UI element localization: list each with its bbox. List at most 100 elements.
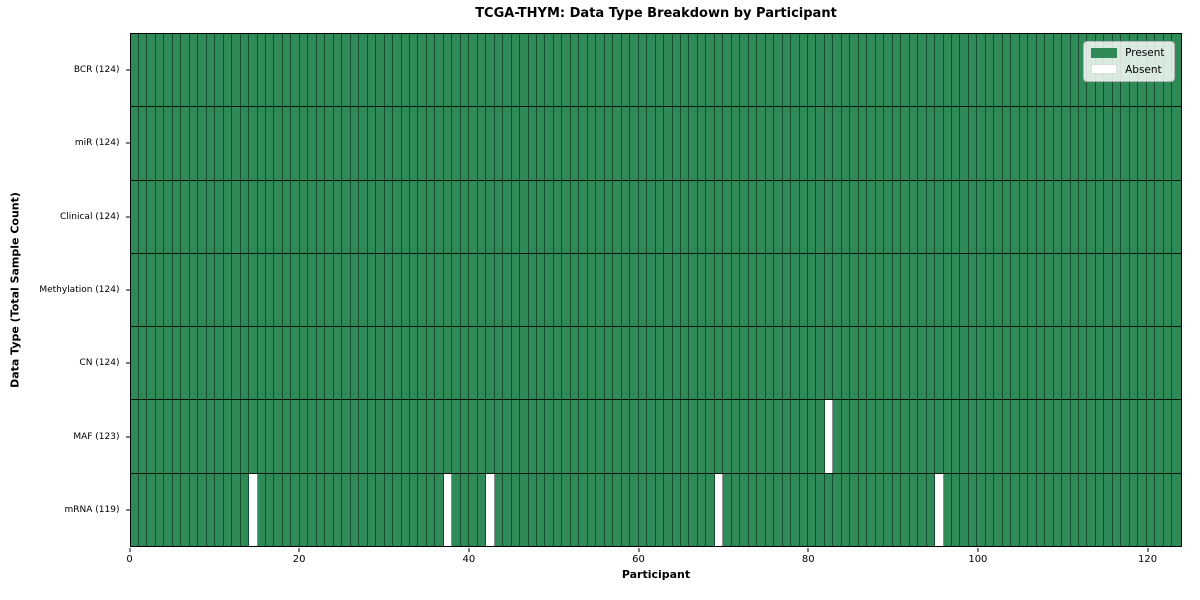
cell bbox=[460, 253, 470, 327]
y-tick-label-BCR: BCR (124) bbox=[73, 64, 120, 75]
cell bbox=[757, 473, 766, 546]
cell bbox=[316, 34, 326, 107]
cell bbox=[562, 253, 571, 327]
cell bbox=[647, 400, 656, 473]
cell bbox=[249, 327, 258, 400]
cell bbox=[460, 107, 470, 180]
cell bbox=[452, 107, 461, 180]
cell bbox=[1129, 253, 1139, 327]
cell bbox=[155, 180, 165, 253]
y-tick-mark bbox=[125, 436, 130, 438]
cell bbox=[316, 253, 326, 327]
cell bbox=[570, 180, 580, 253]
cell bbox=[435, 180, 444, 253]
cell bbox=[1002, 107, 1012, 180]
cell bbox=[951, 327, 961, 400]
cell bbox=[994, 473, 1003, 546]
cell bbox=[935, 400, 944, 473]
cell bbox=[232, 180, 241, 253]
x-tick-label: 120 bbox=[1138, 554, 1158, 565]
cell bbox=[935, 34, 944, 107]
y-tick-mark bbox=[125, 69, 130, 71]
cell bbox=[723, 34, 732, 107]
cell bbox=[1121, 327, 1130, 400]
cell bbox=[240, 400, 250, 473]
cell bbox=[418, 180, 427, 253]
cell bbox=[215, 107, 224, 180]
cell bbox=[274, 253, 283, 327]
cell bbox=[723, 400, 732, 473]
cell bbox=[1002, 400, 1012, 473]
cell bbox=[833, 34, 842, 107]
cell bbox=[232, 400, 241, 473]
cell bbox=[824, 473, 834, 546]
cell bbox=[892, 400, 902, 473]
cell bbox=[257, 473, 266, 546]
cell bbox=[664, 253, 673, 327]
cell bbox=[1121, 400, 1130, 473]
cell bbox=[198, 34, 207, 107]
cell bbox=[723, 253, 732, 327]
cell bbox=[570, 253, 580, 327]
cell bbox=[630, 34, 639, 107]
cell bbox=[799, 253, 808, 327]
cell bbox=[1155, 327, 1164, 400]
cell bbox=[147, 400, 156, 473]
cell bbox=[960, 473, 969, 546]
cell bbox=[579, 473, 588, 546]
cell bbox=[731, 473, 741, 546]
cell bbox=[350, 107, 360, 180]
cell bbox=[858, 107, 868, 180]
cell bbox=[1121, 253, 1130, 327]
cell bbox=[520, 107, 529, 180]
cell bbox=[858, 400, 868, 473]
cell bbox=[477, 473, 487, 546]
cell bbox=[935, 253, 944, 327]
absent-cell bbox=[714, 473, 724, 546]
cell bbox=[723, 107, 732, 180]
cell bbox=[469, 473, 478, 546]
cell bbox=[308, 327, 317, 400]
cell bbox=[223, 34, 233, 107]
cell bbox=[791, 180, 800, 253]
cell bbox=[206, 180, 216, 253]
cell bbox=[951, 34, 961, 107]
cell bbox=[689, 327, 698, 400]
cell bbox=[977, 473, 986, 546]
cell bbox=[765, 34, 775, 107]
cell bbox=[884, 253, 893, 327]
cell bbox=[901, 473, 910, 546]
cell bbox=[604, 473, 614, 546]
cell bbox=[647, 107, 656, 180]
cell bbox=[918, 34, 927, 107]
cell bbox=[621, 107, 631, 180]
cell bbox=[486, 327, 495, 400]
cell bbox=[172, 180, 182, 253]
cell bbox=[1155, 107, 1164, 180]
cell bbox=[951, 180, 961, 253]
cell bbox=[689, 473, 698, 546]
cell bbox=[909, 107, 919, 180]
cell bbox=[511, 327, 521, 400]
cell bbox=[155, 107, 165, 180]
cell bbox=[342, 34, 351, 107]
cell bbox=[824, 253, 834, 327]
cell bbox=[918, 180, 927, 253]
cell bbox=[994, 180, 1003, 253]
cell bbox=[342, 327, 351, 400]
cell bbox=[579, 400, 588, 473]
cell bbox=[816, 34, 825, 107]
cell bbox=[503, 34, 512, 107]
cell bbox=[435, 327, 444, 400]
cell bbox=[841, 253, 851, 327]
cell bbox=[655, 180, 665, 253]
cell bbox=[672, 180, 681, 253]
x-tick-mark bbox=[129, 548, 130, 552]
cell bbox=[638, 34, 648, 107]
cell bbox=[1019, 473, 1029, 546]
cell bbox=[1036, 473, 1046, 546]
cell bbox=[198, 180, 207, 253]
cell bbox=[824, 34, 834, 107]
cell bbox=[282, 473, 292, 546]
cell bbox=[960, 180, 969, 253]
